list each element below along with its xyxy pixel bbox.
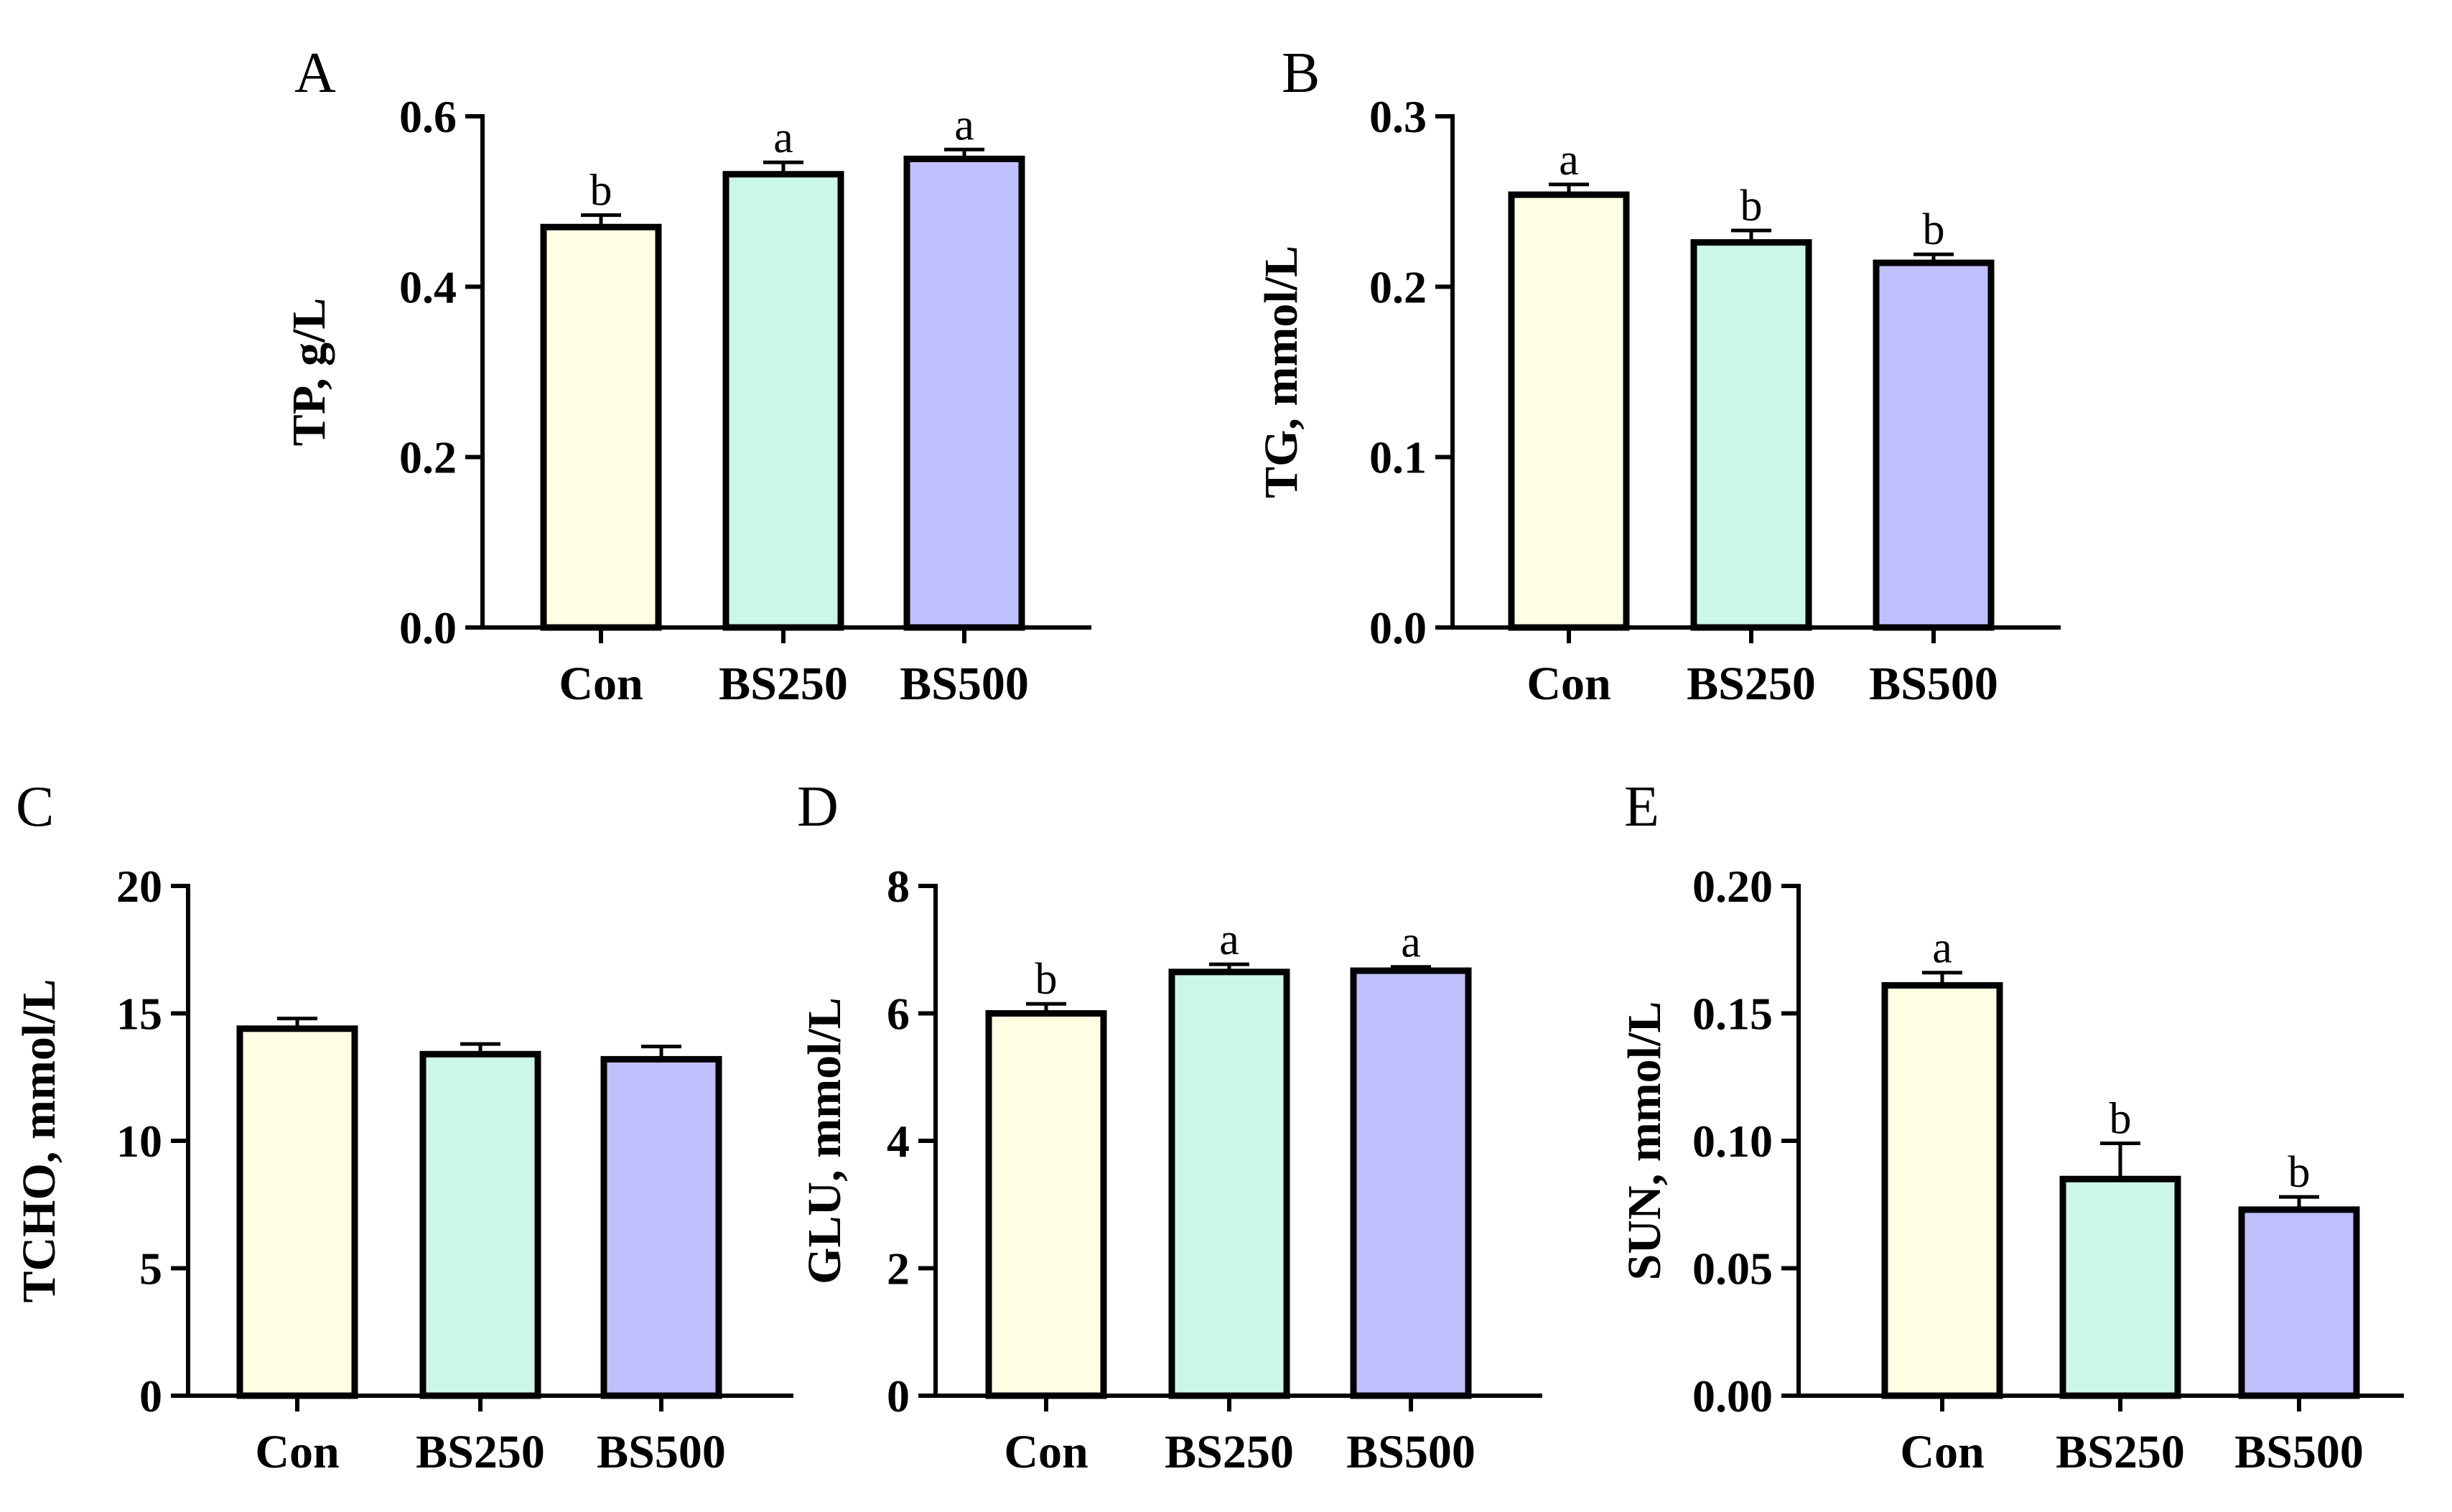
bar-bs250 [722,171,844,631]
bar-bs250 [2059,1175,2181,1399]
category-label: BS500 [597,1426,726,1478]
bar-bs500 [903,155,1025,631]
bar-bs250 [1168,969,1290,1399]
category-label: Con [559,658,643,710]
y-tick-label: 0.6 [399,91,457,142]
y-tick-label: 4 [887,1116,910,1167]
category-label: BS250 [416,1426,545,1478]
category-label: BS500 [900,658,1029,710]
bar-bs250 [419,1050,541,1399]
y-tick-label: 6 [887,989,910,1040]
category-label: Con [255,1426,339,1478]
significance-letter: b [2110,1095,2132,1144]
significance-letter: b [590,167,612,215]
significance-letter: a [773,113,793,162]
y-tick-label: 0.3 [1369,91,1427,142]
panel-letter: E [1624,775,1659,839]
significance-letter: a [1401,918,1421,967]
bar-con [236,1025,358,1399]
significance-letter: b [1923,205,1945,254]
bar-con [985,1010,1107,1399]
significance-letter: b [1740,182,1763,230]
y-tick-label: 2 [887,1243,910,1294]
category-label: BS500 [1869,658,1998,710]
y-tick-label: 0.1 [1369,432,1427,483]
y-tick-label: 5 [139,1243,162,1294]
bar-con [1508,191,1630,631]
panel-e: E SUN, mmol/L a Con b BS250 b BS500 0.00 0.05 0.10… [1618,775,2404,1478]
significance-letter: b [2288,1148,2311,1197]
category-label: BS500 [2234,1426,2364,1478]
y-tick-label: 15 [116,989,162,1040]
category-label: BS500 [1346,1426,1476,1478]
significance-letter: b [1035,955,1058,1004]
y-axis-title: TG, mmol/L [1255,246,1307,498]
y-tick-label: 0.0 [1369,602,1427,653]
y-tick-label: 20 [116,861,162,912]
y-axis-title: GLU, mmol/L [798,997,851,1284]
category-label: Con [1526,658,1610,710]
y-tick-label: 0.4 [399,261,457,312]
bar-bs500 [1873,259,1995,631]
y-tick-label: 0.00 [1692,1371,1773,1422]
panel-a: A TP, g/L b Con a BS250 a BS500 0.0 0.2 0.4 0.6 [283,42,1091,710]
panel-letter: B [1282,42,1320,105]
y-tick-label: 0 [139,1371,162,1422]
panel-b: B TG, mmol/L a Con b BS250 b BS500 0.0 0.1 0.2 0.3 [1255,42,2061,710]
panel-d: D GLU, mmol/L b Con a BS250 a BS500 0 2 4 6 8 [797,775,1542,1478]
panel-letter: A [294,42,336,105]
y-axis-title: TP, g/L [283,298,335,447]
y-tick-label: 10 [116,1116,162,1167]
category-label: Con [1004,1426,1088,1478]
y-axis-title: SUN, mmol/L [1618,1002,1671,1281]
category-label: BS250 [1687,658,1816,710]
y-tick-label: 0.2 [399,432,457,483]
y-tick-label: 0.05 [1692,1243,1773,1294]
bar-bs500 [2238,1206,2360,1399]
significance-letter: a [1219,915,1239,964]
y-tick-label: 0.15 [1692,989,1773,1040]
y-axis-title: TCHO, mmol/L [13,979,65,1302]
panel-letter: C [16,775,54,839]
significance-letter: a [954,101,974,149]
category-label: BS250 [719,658,848,710]
bar-con [1881,981,2003,1399]
category-label: BS250 [2056,1426,2185,1478]
panel-letter: D [797,775,839,839]
significance-letter: a [1559,136,1579,185]
bar-bs250 [1690,239,1812,631]
panel-c: C TCHO, mmol/L Con BS250 BS500 0 5 10 15 20 [13,775,793,1478]
category-label: Con [1900,1426,1984,1478]
y-tick-label: 8 [887,861,910,912]
category-label: BS250 [1165,1426,1294,1478]
y-tick-label: 0.10 [1692,1116,1773,1167]
y-tick-label: 0.20 [1692,861,1773,912]
bar-bs500 [600,1055,722,1399]
y-tick-label: 0 [887,1371,910,1422]
bar-con [540,223,662,631]
significance-letter: a [1932,924,1952,973]
y-tick-label: 0.0 [399,602,457,653]
y-tick-label: 0.2 [1369,261,1427,312]
bar-bs500 [1350,967,1472,1399]
